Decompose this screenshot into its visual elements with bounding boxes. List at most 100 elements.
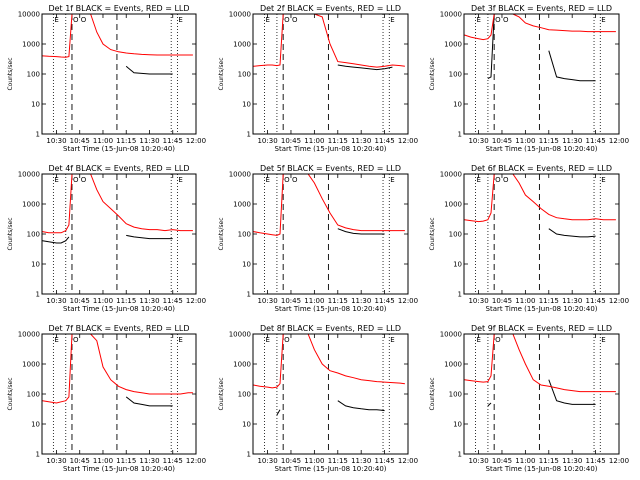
panel-6: Det 6f BLACK = Events, RED = LLD 1 10 100 10… — [429, 164, 629, 313]
x-tick-label: 11:00 — [304, 297, 324, 305]
y-tick-label: 1 — [36, 451, 40, 459]
x-tick-label: 11:15 — [116, 457, 136, 465]
y-tick-label: 10000 — [440, 11, 462, 19]
y-axis-label: Counts/sec — [218, 377, 225, 410]
plot-frame — [252, 333, 409, 455]
x-tick-label: 10:30 — [468, 457, 488, 465]
x-tick-label: 11:45 — [375, 297, 395, 305]
orbit-marker: E — [265, 336, 269, 344]
orbit-marker: E — [476, 16, 480, 24]
y-tick-label: 10000 — [18, 171, 40, 179]
x-axis-label: Start Time (15-Jun-08 10:20:40) — [275, 145, 387, 153]
x-tick-label: 10:45 — [70, 297, 90, 305]
orbit-marker: O — [292, 16, 298, 24]
y-tick-label: 1000 — [444, 201, 462, 209]
y-tick-label: 10 — [242, 101, 251, 109]
y-tick-label: 100 — [238, 231, 251, 239]
y-tick-label: 1 — [458, 291, 462, 299]
panel-title: Det 6f BLACK = Events, RED = LLD — [471, 164, 612, 173]
x-tick-label: 10:45 — [492, 297, 512, 305]
x-tick-label: 12:00 — [398, 297, 418, 305]
x-tick-label: 11:30 — [562, 137, 582, 145]
y-tick-label: 10000 — [229, 11, 251, 19]
y-axis-label: Counts/sec — [218, 217, 225, 250]
y-tick-label: 10 — [453, 421, 462, 429]
series-line-lld — [42, 174, 193, 234]
x-tick-label: 11:45 — [163, 137, 183, 145]
y-tick-label: 10000 — [440, 171, 462, 179]
panel-9: Det 9f BLACK = Events, RED = LLD 1 10 100 10… — [429, 324, 629, 473]
y-axis-label: Counts/sec — [7, 57, 14, 90]
x-axis-label: Start Time (15-Jun-08 10:20:40) — [275, 465, 387, 473]
series-line-lld — [464, 334, 616, 393]
orbit-marker: O — [503, 16, 509, 24]
y-tick-label: 1000 — [444, 361, 462, 369]
x-tick-label: 10:30 — [46, 297, 66, 305]
orbit-marker: E — [601, 336, 605, 344]
y-tick-label: 1000 — [444, 41, 462, 49]
panel-title: Det 9f BLACK = Events, RED = LLD — [471, 324, 612, 333]
orbit-marker: O — [73, 176, 79, 184]
y-axis-label: Counts/sec — [429, 217, 436, 250]
orbit-marker: E — [390, 16, 394, 24]
panel-title: Det 3f BLACK = Events, RED = LLD — [471, 4, 612, 13]
y-tick-label: 10 — [242, 261, 251, 269]
y-tick-label: 10 — [242, 421, 251, 429]
y-tick-label: 10000 — [18, 331, 40, 339]
y-tick-label: 100 — [238, 71, 251, 79]
x-tick-label: 11:45 — [163, 297, 183, 305]
x-tick-label: 10:45 — [70, 457, 90, 465]
orbit-marker: O — [284, 336, 290, 344]
x-tick-label: 11:15 — [116, 137, 136, 145]
orbit-marker: O — [495, 16, 501, 24]
orbit-marker: E — [54, 336, 58, 344]
y-axis-label: Counts/sec — [7, 377, 14, 410]
x-tick-label: 11:00 — [304, 457, 324, 465]
orbit-marker: E — [601, 176, 605, 184]
series-line-lld — [253, 334, 405, 389]
x-tick-label: 11:30 — [139, 457, 159, 465]
series-line-lld — [464, 174, 616, 223]
x-axis-label: Start Time (15-Jun-08 10:20:40) — [63, 305, 175, 313]
panel-4: Det 4f BLACK = Events, RED = LLD 1 10 100 10… — [7, 164, 206, 313]
x-tick-label: 11:00 — [93, 137, 113, 145]
y-tick-label: 1000 — [22, 41, 40, 49]
plot-frame — [41, 173, 197, 295]
x-tick-label: 11:30 — [139, 137, 159, 145]
series-line-events — [276, 400, 385, 416]
x-tick-label: 11:30 — [139, 297, 159, 305]
y-tick-label: 1000 — [233, 361, 251, 369]
x-tick-label: 11:30 — [351, 137, 371, 145]
x-tick-label: 11:45 — [586, 297, 606, 305]
series-line-events — [125, 396, 173, 407]
y-tick-label: 1 — [458, 131, 462, 139]
x-tick-label: 11:00 — [304, 137, 324, 145]
y-tick-label: 1 — [247, 451, 251, 459]
y-tick-label: 10000 — [440, 331, 462, 339]
panel-1: Det 1f BLACK = Events, RED = LLD 1 10 100 10… — [7, 4, 206, 153]
orbit-marker: O — [495, 176, 501, 184]
x-tick-label: 10:30 — [468, 297, 488, 305]
panel-8: Det 8f BLACK = Events, RED = LLD 1 10 100 10… — [218, 324, 418, 473]
x-tick-label: 10:45 — [70, 137, 90, 145]
x-tick-label: 11:45 — [375, 137, 395, 145]
orbit-marker: E — [54, 16, 58, 24]
y-tick-label: 10000 — [229, 331, 251, 339]
orbit-marker: O — [73, 16, 79, 24]
orbit-marker: O — [292, 176, 298, 184]
orbit-marker: O — [284, 16, 290, 24]
y-tick-label: 100 — [449, 391, 462, 399]
y-tick-label: 1 — [458, 451, 462, 459]
x-tick-label: 12:00 — [398, 457, 418, 465]
orbit-marker: E — [601, 16, 605, 24]
y-tick-label: 10 — [453, 101, 462, 109]
x-tick-label: 10:45 — [281, 297, 301, 305]
y-tick-label: 1000 — [22, 201, 40, 209]
y-tick-label: 100 — [27, 231, 40, 239]
x-axis-label: Start Time (15-Jun-08 10:20:40) — [486, 145, 598, 153]
plot-frame — [41, 13, 197, 135]
orbit-marker: E — [265, 176, 269, 184]
series-line-events — [337, 64, 393, 71]
orbit-marker: O — [284, 176, 290, 184]
